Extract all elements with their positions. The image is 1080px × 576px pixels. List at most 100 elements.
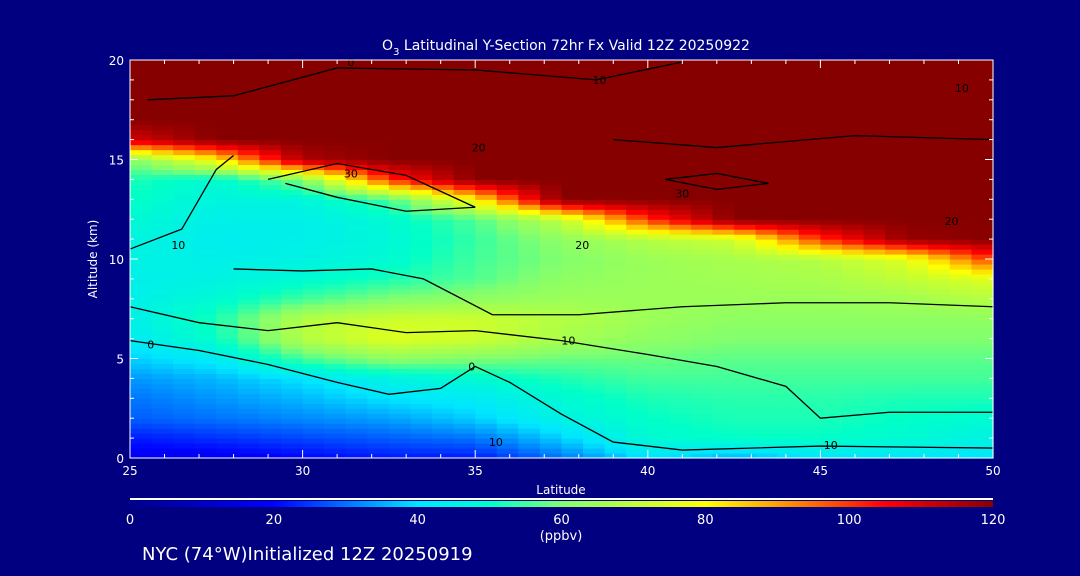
- heat-cell: [173, 368, 196, 375]
- heat-cell: [712, 358, 735, 365]
- heat-cell: [194, 219, 217, 225]
- heat-cell: [841, 144, 865, 151]
- heat-cell: [863, 358, 886, 365]
- heat-cell: [971, 438, 994, 444]
- heat-cell: [906, 313, 929, 320]
- heat-cell: [626, 104, 649, 111]
- heat-cell: [130, 318, 153, 325]
- heat-cell: [475, 259, 498, 265]
- heat-cell: [281, 313, 304, 320]
- heat-cell: [453, 189, 476, 195]
- heat-cell: [734, 298, 757, 305]
- heat-cell: [971, 84, 994, 91]
- heat-cell: [690, 348, 714, 355]
- heat-cell: [583, 393, 606, 399]
- heat-cell: [906, 388, 929, 394]
- heat-cell: [841, 363, 865, 370]
- heat-cell: [841, 239, 865, 245]
- heat-cell: [173, 254, 196, 260]
- heat-cell: [324, 378, 347, 384]
- heat-cell: [583, 298, 606, 305]
- heat-cell: [798, 453, 821, 459]
- heat-cell: [259, 174, 282, 180]
- heat-cell: [777, 288, 800, 295]
- heat-cell: [216, 383, 239, 389]
- heat-cell: [237, 69, 261, 76]
- heat-cell: [863, 174, 886, 180]
- heat-cell: [928, 448, 951, 454]
- heat-cell: [626, 298, 649, 305]
- heat-cell: [885, 139, 908, 146]
- heat-cell: [971, 104, 994, 111]
- heat-cell: [194, 99, 217, 106]
- heat-cell: [734, 119, 757, 126]
- heat-cell: [626, 318, 649, 325]
- heat-cell: [885, 89, 908, 96]
- heat-cell: [971, 119, 994, 126]
- heat-cell: [928, 433, 951, 439]
- heat-cell: [885, 313, 908, 320]
- heat-cell: [626, 74, 649, 81]
- heat-cell: [151, 428, 174, 434]
- heat-cell: [906, 189, 929, 195]
- heat-cell: [130, 199, 153, 205]
- heat-cell: [453, 69, 476, 76]
- heat-cell: [130, 114, 153, 121]
- heat-cell: [130, 209, 153, 215]
- heat-cell: [518, 174, 541, 180]
- heat-cell: [604, 214, 627, 220]
- heat-cell: [712, 353, 735, 360]
- heat-cell: [712, 448, 735, 454]
- heat-cell: [539, 318, 563, 325]
- heat-cell: [647, 60, 670, 66]
- heat-cell: [324, 278, 347, 285]
- heat-cell: [863, 368, 886, 375]
- heat-cell: [669, 308, 692, 315]
- heat-cell: [820, 254, 843, 260]
- heat-cell: [626, 303, 649, 310]
- heat-cell: [410, 219, 433, 225]
- heat-cell: [259, 453, 282, 459]
- heat-cell: [496, 333, 519, 340]
- heat-cell: [647, 169, 670, 176]
- heat-cell: [216, 189, 239, 195]
- heat-cell: [410, 169, 433, 176]
- heat-cell: [151, 64, 174, 71]
- heat-cell: [324, 438, 347, 444]
- heat-cell: [151, 308, 174, 315]
- heat-cell: [690, 373, 714, 379]
- heat-cell: [367, 318, 390, 325]
- heat-cell: [626, 353, 649, 360]
- heat-cell: [583, 239, 606, 245]
- heat-cell: [216, 423, 239, 429]
- heat-cell: [798, 249, 821, 255]
- heat-cell: [583, 169, 606, 176]
- heat-cell: [734, 358, 757, 365]
- heat-cell: [734, 129, 757, 136]
- heat-cell: [432, 303, 455, 310]
- heat-cell: [410, 60, 433, 66]
- heat-cell: [863, 273, 886, 280]
- heat-cell: [216, 244, 239, 250]
- heat-cell: [626, 343, 649, 350]
- heat-cell: [194, 368, 217, 375]
- heat-cell: [841, 403, 865, 409]
- heat-cell: [173, 343, 196, 350]
- heat-cell: [151, 74, 174, 81]
- heat-cell: [863, 268, 886, 275]
- heat-cell: [841, 318, 865, 325]
- heat-cell: [798, 418, 821, 424]
- heat-cell: [734, 214, 757, 220]
- heat-cell: [518, 438, 541, 444]
- heat-cell: [690, 443, 714, 449]
- heat-cell: [906, 278, 929, 285]
- heat-cell: [410, 74, 433, 81]
- contour-lines: [129, 61, 994, 451]
- heat-cell: [539, 353, 563, 360]
- heat-cell: [518, 313, 541, 320]
- contour-line: [233, 268, 994, 316]
- heat-cell: [841, 353, 865, 360]
- heat-cell: [453, 124, 476, 131]
- heat-cell: [561, 89, 584, 96]
- heat-cell: [194, 159, 217, 166]
